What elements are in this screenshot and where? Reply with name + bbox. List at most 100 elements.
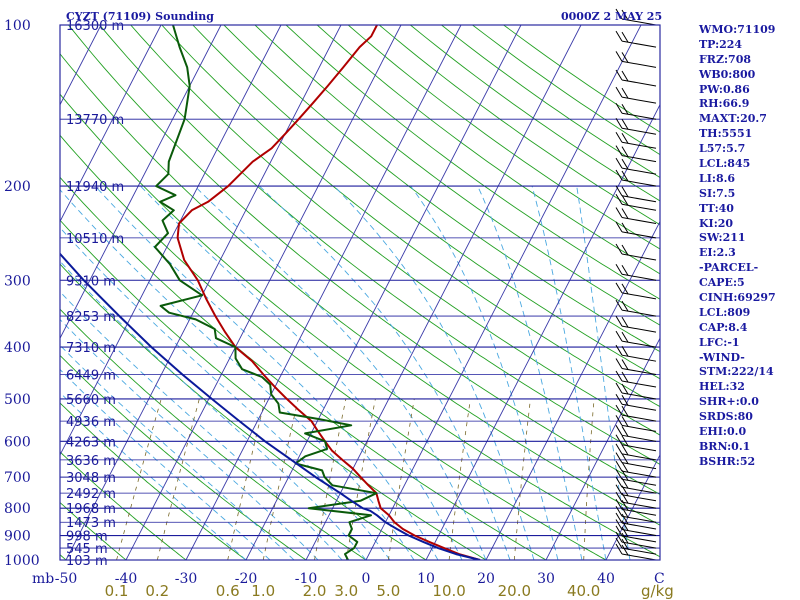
wind-barb-feather xyxy=(615,282,623,294)
pressure-tick-label: 600 xyxy=(4,434,31,450)
isotherm xyxy=(185,25,462,560)
wind-barb-feather xyxy=(615,344,623,356)
wind-barb-staff xyxy=(621,403,657,411)
mixing-ratio-label: 5.0 xyxy=(376,582,400,600)
wind-barb-feather xyxy=(621,444,629,456)
dewpoint-trace xyxy=(153,25,378,560)
wind-barb xyxy=(615,30,657,48)
wind-barb xyxy=(615,531,657,549)
index-item: KI:20 xyxy=(699,216,734,230)
altitude-label: 11940 m xyxy=(66,180,124,195)
wind-barb-feather xyxy=(615,157,623,169)
altitude-label: 998 m xyxy=(66,530,108,545)
index-item: TP:224 xyxy=(699,37,743,51)
index-item: WB0:800 xyxy=(699,67,756,81)
wind-barb-feather xyxy=(615,469,623,480)
wind-barb-feather xyxy=(615,132,623,143)
wind-barb-feather xyxy=(621,31,629,43)
wind-barb-staff xyxy=(621,462,657,470)
moist-adiabat xyxy=(60,392,247,560)
isotherm xyxy=(60,25,282,456)
wind-barb-feather xyxy=(621,186,629,198)
wind-barb xyxy=(615,443,657,461)
wind-barb-feather xyxy=(615,194,623,205)
pressure-tick-label: 300 xyxy=(4,273,31,289)
wind-barb xyxy=(615,69,657,87)
wind-barb-feather xyxy=(621,416,629,427)
parcel-trace xyxy=(60,252,481,560)
index-item: -PARCEL- xyxy=(699,261,759,275)
wind-barb-feather xyxy=(621,506,629,518)
moist-adiabat xyxy=(60,291,343,560)
wind-barb-feather xyxy=(615,315,623,327)
wind-barb xyxy=(615,394,657,411)
wind-barb-feather xyxy=(621,383,629,395)
wind-barb-feather xyxy=(621,208,629,219)
wind-barb-feather xyxy=(615,519,623,530)
temperature-tick-label: -20 xyxy=(235,571,258,587)
pressure-tick-label: 400 xyxy=(4,340,31,356)
wind-barb xyxy=(615,525,657,543)
wind-barb-feather xyxy=(615,382,623,394)
wind-barb-feather xyxy=(621,526,629,538)
wind-barb-feather xyxy=(621,222,629,234)
wind-barb xyxy=(615,452,657,470)
index-item: -WIND- xyxy=(699,350,745,364)
wind-barb-feather xyxy=(621,405,629,417)
index-item: TT:40 xyxy=(699,201,734,215)
wind-barb-feather xyxy=(615,415,623,426)
wind-barb-feather xyxy=(615,484,623,496)
wind-barb-feather xyxy=(615,505,623,517)
wind-barb xyxy=(615,282,657,300)
wind-barb-feather xyxy=(621,538,629,550)
wind-barb-feather xyxy=(615,330,623,342)
altitude-label: 1473 m xyxy=(66,516,116,531)
wind-barb-feather xyxy=(621,283,629,295)
wind-barb-staff xyxy=(621,553,657,561)
altitude-label: 3048 m xyxy=(66,471,116,486)
wind-barb-feather xyxy=(621,158,629,170)
wind-barb xyxy=(615,51,657,68)
wind-barb xyxy=(615,543,657,561)
moist-adiabat xyxy=(94,185,439,560)
wind-barb-feather xyxy=(615,299,623,311)
moist-adiabat xyxy=(531,185,607,560)
wind-barb xyxy=(615,370,657,388)
wind-barb xyxy=(615,86,657,104)
altitude-label: 545 m xyxy=(66,542,108,557)
wind-barb-feather xyxy=(615,243,623,255)
wind-barb-feather xyxy=(615,452,623,463)
index-item: LCL:809 xyxy=(699,305,751,319)
wind-barb-feather xyxy=(615,476,623,488)
altitude-label: 6449 m xyxy=(66,368,116,383)
wind-barb xyxy=(615,169,657,187)
wind-barb-feather xyxy=(615,264,623,275)
index-item: SRDS:80 xyxy=(699,410,753,424)
wind-barb-feather xyxy=(615,221,623,233)
wind-barb xyxy=(615,460,657,478)
altitude-label: 9310 m xyxy=(66,274,116,289)
wind-barb-feather xyxy=(621,461,629,473)
wind-barb-staff xyxy=(621,508,657,516)
wind-barb xyxy=(615,344,657,362)
altitude-label: 7310 m xyxy=(66,341,116,356)
mixing-ratio-line xyxy=(387,398,415,560)
wind-barb-staff xyxy=(621,325,657,333)
wind-barb xyxy=(615,117,657,135)
plot-frame xyxy=(59,24,661,561)
index-item: LCL:845 xyxy=(699,157,751,171)
wind-barb-feather xyxy=(621,395,629,406)
wind-barb-feather xyxy=(615,491,623,503)
wind-barb xyxy=(615,207,657,225)
moist-adiabat xyxy=(140,185,463,560)
index-item: STM:222/14 xyxy=(699,365,774,379)
altitude-label: 3636 m xyxy=(66,454,116,469)
mixing-ratio-label: 0.2 xyxy=(145,582,169,600)
wind-barb-feather xyxy=(621,170,629,182)
wind-barb-feather xyxy=(621,359,629,370)
wind-barb-feather xyxy=(621,316,629,328)
index-item: SHR+:0.0 xyxy=(699,395,759,409)
wind-barb-staff xyxy=(621,195,657,203)
isotherm xyxy=(365,25,642,560)
